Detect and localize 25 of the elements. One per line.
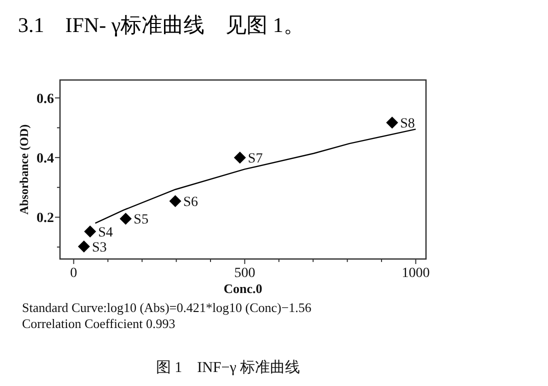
chart-title: 3.1 IFN- γ标准曲线 见图 1。 [18, 13, 304, 37]
x-tick-label: 0 [70, 266, 78, 281]
point [169, 195, 182, 208]
annotation: S5 [134, 212, 148, 228]
point [78, 240, 90, 252]
line-series [94, 128, 416, 224]
y-tick-label: 0.4 [36, 152, 54, 167]
annotation: S6 [183, 195, 198, 210]
point [234, 152, 246, 164]
text: Correlation Coefficient 0.993 [22, 316, 176, 331]
y-tick-label: 0.2 [36, 211, 54, 226]
annotation: S8 [400, 116, 415, 132]
annotation: S4 [98, 226, 113, 241]
point [84, 226, 96, 238]
annotation: S7 [248, 152, 263, 167]
caption: 图 1 INF−γ 标准曲线 [156, 359, 300, 376]
x-tick-label: 1000 [402, 266, 430, 281]
point [386, 116, 398, 129]
annotation: S3 [92, 240, 107, 256]
x-tick-label: 500 [234, 266, 256, 281]
y-axis-title: Absorbance (OD) [17, 124, 31, 215]
text: Standard Curve:log10 (Abs)=0.421*log10 (Conc)−1.56 [22, 300, 312, 315]
y-tick-label: 0.6 [36, 92, 54, 107]
point [120, 212, 132, 225]
x-axis-title: Conc.0 [224, 281, 262, 296]
